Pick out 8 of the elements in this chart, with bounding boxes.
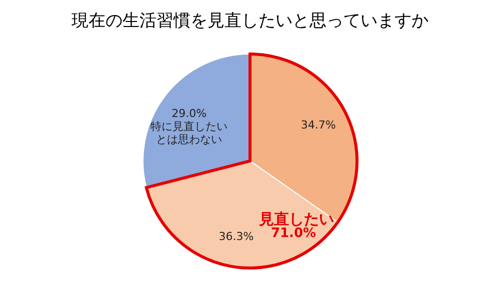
text: 見直したい bbox=[258, 210, 334, 228]
data-label: 29.0% bbox=[172, 106, 207, 120]
text: 71.0% bbox=[270, 226, 316, 241]
data-label: 36.3% bbox=[218, 230, 254, 243]
chart-title: 現在の生活習慣を見直したいと思っていますか bbox=[72, 11, 428, 31]
slice-label: 特に見直したいとは思わない bbox=[150, 120, 228, 146]
data-label: 34.7% bbox=[300, 118, 336, 132]
pie-slice bbox=[142, 54, 250, 188]
